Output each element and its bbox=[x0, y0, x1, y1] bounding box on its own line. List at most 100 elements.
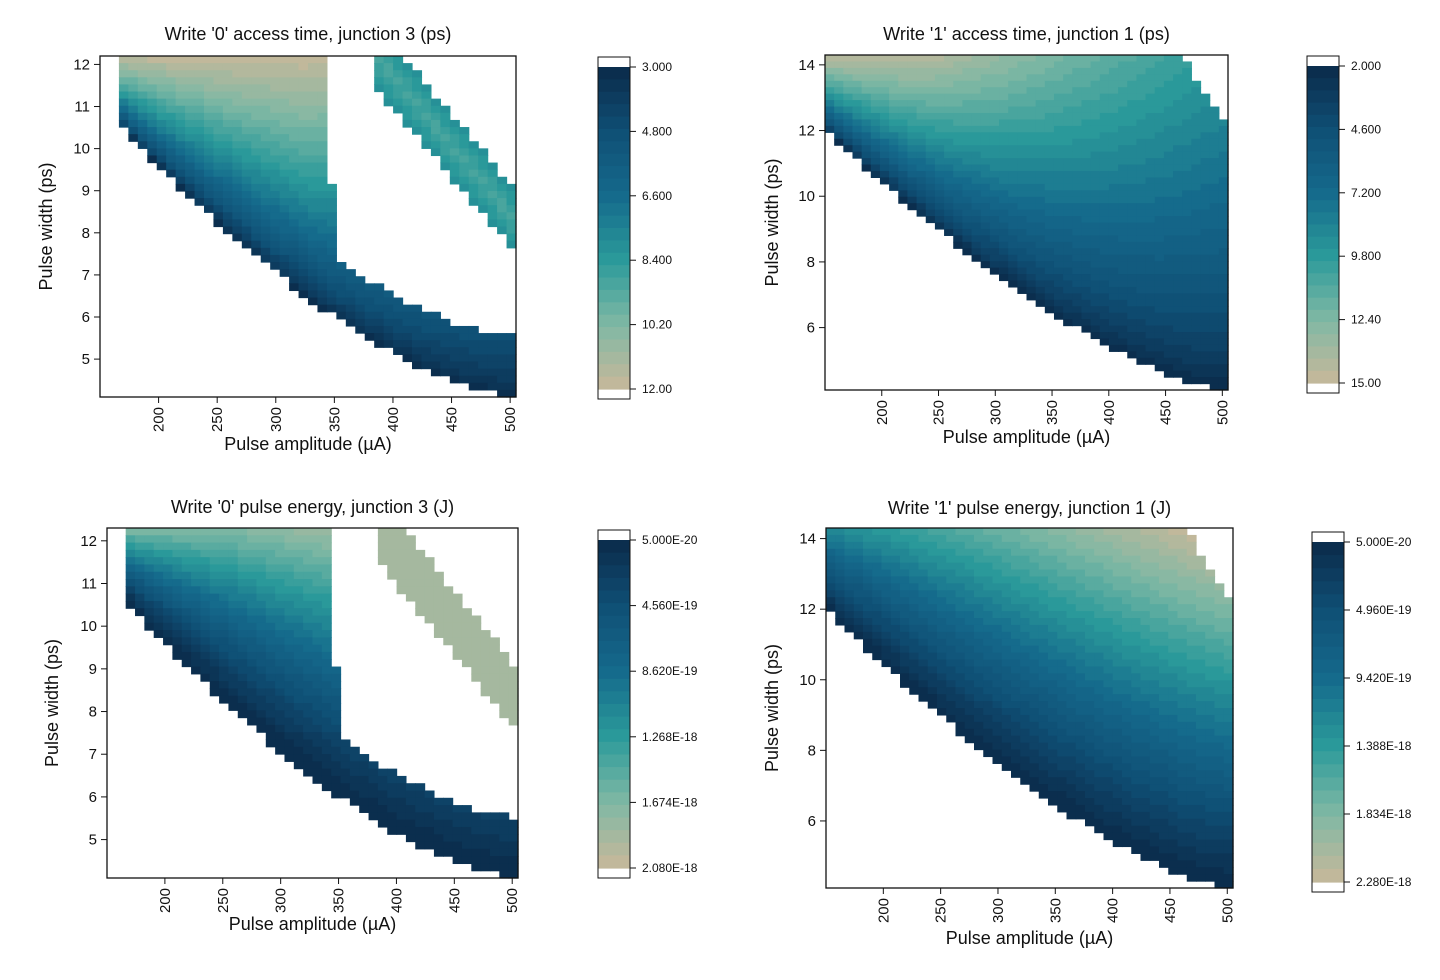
heatmap-cell bbox=[965, 729, 975, 737]
heatmap-cell bbox=[453, 645, 463, 653]
heatmap-cell bbox=[1039, 722, 1049, 730]
heatmap-cell bbox=[275, 747, 285, 755]
heatmap-cell bbox=[1150, 590, 1160, 598]
heatmap-cell bbox=[907, 113, 917, 120]
heatmap-cell bbox=[1030, 680, 1040, 688]
heatmap-cell bbox=[308, 241, 318, 249]
heatmap-cell bbox=[1210, 319, 1220, 326]
heatmap-cell bbox=[1100, 203, 1110, 210]
colorbar-step bbox=[598, 616, 630, 629]
heatmap-cell bbox=[962, 145, 972, 152]
heatmap-cell bbox=[228, 550, 238, 558]
heatmap-cell bbox=[1141, 660, 1151, 668]
heatmap-cell bbox=[462, 827, 472, 835]
heatmap-cell bbox=[909, 687, 919, 695]
heatmap-cell bbox=[1201, 223, 1211, 230]
heatmap-cell bbox=[1205, 874, 1215, 882]
heatmap-cell bbox=[1076, 563, 1086, 571]
heatmap-cell bbox=[1178, 715, 1188, 723]
heatmap-cell bbox=[983, 729, 993, 737]
heatmap-cell bbox=[1109, 113, 1119, 120]
heatmap-cell bbox=[497, 219, 507, 227]
heatmap-cell bbox=[270, 70, 280, 78]
heatmap-cell bbox=[1215, 860, 1225, 868]
heatmap-cell bbox=[185, 141, 195, 149]
heatmap-cell bbox=[1187, 867, 1197, 875]
heatmap-cell bbox=[166, 56, 176, 64]
heatmap-cell bbox=[303, 725, 313, 733]
heatmap-cell bbox=[1045, 248, 1055, 255]
heatmap-cell bbox=[507, 198, 517, 206]
heatmap-cell bbox=[327, 205, 337, 213]
heatmap-cell bbox=[1072, 145, 1082, 152]
heatmap-cell bbox=[232, 141, 242, 149]
heatmap-cell bbox=[871, 94, 881, 101]
heatmap-cell bbox=[182, 579, 192, 587]
heatmap-cell bbox=[232, 170, 242, 178]
heatmap-cell bbox=[238, 608, 248, 616]
heatmap-cell bbox=[909, 535, 919, 543]
heatmap-cell bbox=[1141, 846, 1151, 854]
heatmap-cell bbox=[440, 106, 450, 114]
heatmap-cell bbox=[1187, 632, 1197, 640]
colorbar-label: 12.40 bbox=[1351, 313, 1381, 327]
heatmap-cell bbox=[1048, 660, 1058, 668]
heatmap-cell bbox=[228, 528, 238, 536]
heatmap-cell bbox=[880, 100, 890, 107]
heatmap-cell bbox=[1002, 611, 1012, 619]
heatmap-cell bbox=[166, 141, 176, 149]
colorbar-step bbox=[1307, 334, 1339, 347]
heatmap-cell bbox=[1150, 750, 1160, 758]
heatmap-cell bbox=[907, 158, 917, 165]
heatmap-cell bbox=[313, 703, 323, 711]
heatmap-cell bbox=[1017, 287, 1027, 294]
heatmap-cell bbox=[1094, 826, 1104, 834]
heatmap-cell bbox=[1057, 653, 1067, 661]
colorbar-step bbox=[598, 327, 630, 340]
heatmap-cell bbox=[1178, 680, 1188, 688]
heatmap-cell bbox=[280, 227, 290, 235]
heatmap-cell bbox=[1104, 666, 1114, 674]
heatmap-cell bbox=[1131, 791, 1141, 799]
heatmap-cell bbox=[317, 77, 327, 85]
heatmap-cell bbox=[1054, 280, 1064, 287]
heatmap-cell bbox=[238, 572, 248, 580]
heatmap-cell bbox=[1100, 319, 1110, 326]
heatmap-cell bbox=[1224, 743, 1234, 751]
heatmap-cell bbox=[835, 597, 845, 605]
heatmap-cell bbox=[882, 646, 892, 654]
heatmap-cell bbox=[1011, 660, 1021, 668]
heatmap-cell bbox=[1122, 604, 1132, 612]
heatmap-cell bbox=[1146, 223, 1156, 230]
heatmap-cell bbox=[898, 165, 908, 172]
heatmap-cell bbox=[1067, 784, 1077, 792]
heatmap-cell bbox=[1191, 229, 1201, 236]
heatmap-cell bbox=[1100, 74, 1110, 81]
heatmap-cell bbox=[1094, 528, 1104, 536]
heatmap-cell bbox=[490, 696, 500, 704]
heatmap-cell bbox=[1030, 556, 1040, 564]
heatmap-cell bbox=[993, 570, 1003, 578]
heatmap-cell bbox=[953, 81, 963, 88]
heatmap-cell bbox=[990, 242, 1000, 249]
heatmap-cell bbox=[1027, 81, 1037, 88]
heatmap-cell bbox=[1008, 248, 1018, 255]
heatmap-cell bbox=[944, 139, 954, 146]
heatmap-cell bbox=[935, 74, 945, 81]
heatmap-cell bbox=[256, 572, 266, 580]
heatmap-cell bbox=[1173, 171, 1183, 178]
heatmap-cell bbox=[1020, 722, 1030, 730]
heatmap-cell bbox=[1118, 145, 1128, 152]
heatmap-cell bbox=[1122, 673, 1132, 681]
heatmap-cell bbox=[962, 87, 972, 94]
heatmap-cell bbox=[393, 99, 403, 107]
heatmap-cell bbox=[182, 652, 192, 660]
heatmap-cell bbox=[256, 579, 266, 587]
heatmap-cell bbox=[1113, 590, 1123, 598]
heatmap-cell bbox=[176, 134, 186, 142]
heatmap-cell bbox=[403, 319, 413, 327]
heatmap-cell bbox=[919, 687, 929, 695]
heatmap-cell bbox=[443, 637, 453, 645]
heatmap-cell bbox=[425, 827, 435, 835]
colorbar-step bbox=[598, 178, 630, 191]
